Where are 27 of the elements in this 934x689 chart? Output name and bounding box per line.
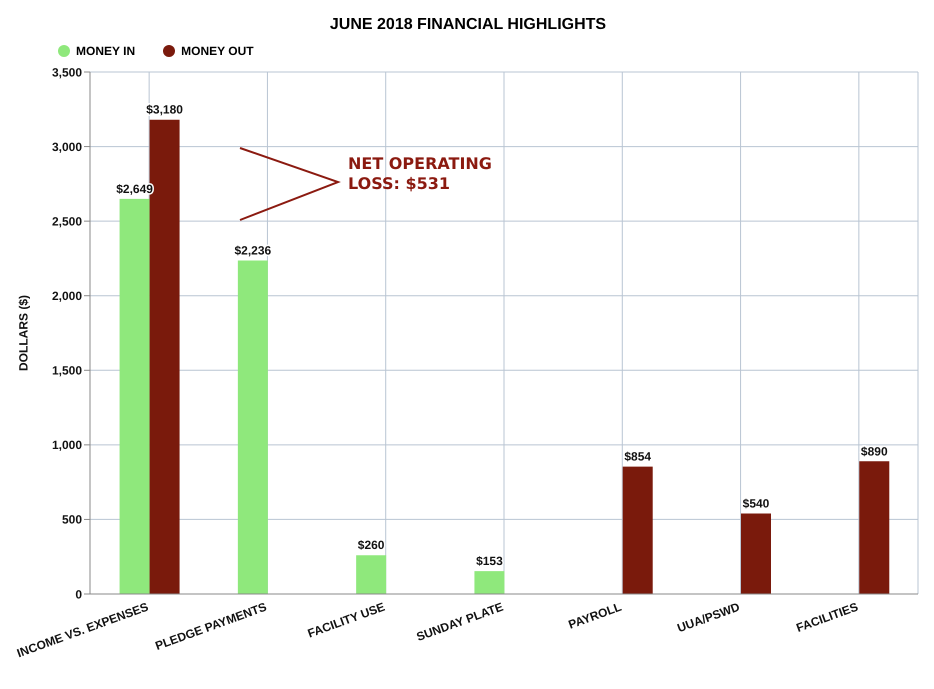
bar bbox=[859, 461, 890, 594]
y-tick-label: 500 bbox=[62, 512, 82, 527]
bar bbox=[120, 198, 150, 594]
bar bbox=[741, 513, 771, 594]
y-tick-label: 3,000 bbox=[52, 140, 82, 154]
y-tick-label: 1,500 bbox=[52, 364, 82, 378]
data-label: $890 bbox=[860, 444, 888, 458]
chart-title: JUNE 2018 FINANCIAL HIGHLIGHTS bbox=[328, 15, 608, 34]
y-axis-title: DOLLARS ($) bbox=[16, 295, 30, 371]
data-label: $854 bbox=[624, 450, 652, 464]
y-tick-label: 2,000 bbox=[52, 288, 82, 303]
data-label: $3,180 bbox=[146, 102, 184, 117]
y-tick-label: 2,500 bbox=[52, 214, 82, 228]
bar bbox=[622, 466, 653, 594]
y-tick-label: 0 bbox=[75, 587, 82, 602]
bar bbox=[474, 571, 504, 594]
legend-label: MONEY IN bbox=[75, 44, 136, 58]
annotation: NET OPERATING LOSS: $531 bbox=[348, 154, 493, 194]
legend-label: MONEY OUT bbox=[180, 44, 254, 58]
bar bbox=[356, 555, 386, 594]
y-tick-label: 3,500 bbox=[52, 65, 82, 80]
data-label: $540 bbox=[742, 496, 770, 510]
y-tick-label: 1,000 bbox=[52, 438, 82, 452]
bar bbox=[238, 260, 268, 594]
data-label: $2,236 bbox=[234, 244, 272, 258]
data-label: $153 bbox=[476, 554, 504, 568]
data-label: $260 bbox=[358, 538, 385, 552]
